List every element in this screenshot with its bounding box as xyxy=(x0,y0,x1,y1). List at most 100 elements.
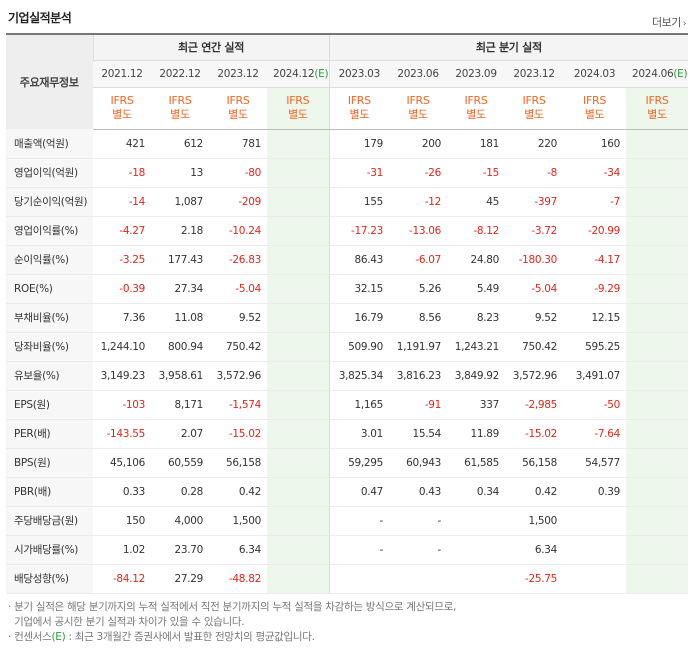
chevron-right-icon[interactable]: › xyxy=(682,19,687,29)
table-cell: 3,825.34 xyxy=(328,361,390,390)
table-cell: 15.54 xyxy=(412,427,442,440)
period-header: 2023.12 xyxy=(505,60,564,88)
table-cell xyxy=(563,535,626,564)
period-header: 2023.03 xyxy=(328,60,390,88)
table-cell: 0.43 xyxy=(418,485,442,498)
quarter-group-header: 최근 분기 실적 xyxy=(328,33,689,61)
table-cell xyxy=(267,303,330,332)
table-cell: -4.17 xyxy=(594,253,621,266)
table-cell: 12.15 xyxy=(591,311,621,324)
more-link[interactable]: 더보기 › xyxy=(652,14,687,30)
table-cell: 8.23 xyxy=(476,311,500,324)
table-cell: 3,816.23 xyxy=(396,369,442,382)
table-cell: -12 xyxy=(424,195,442,208)
table-cell xyxy=(267,216,330,245)
table-cell: 2.07 xyxy=(180,427,203,440)
table-cell: -103 xyxy=(122,398,145,411)
table-cell: 16.79 xyxy=(328,303,390,332)
table-row: 부채비율(%) 7.36 11.08 9.52 16.79 8.56 8.23 9.52 12.… xyxy=(6,303,689,332)
table-cell xyxy=(626,361,689,390)
table-cell: -31 xyxy=(328,158,390,187)
ifrs-label: IFRS 별도 xyxy=(505,87,564,130)
table-cell xyxy=(267,158,330,187)
table-cell: 54,577 xyxy=(585,456,621,469)
table-row: 당좌비율(%) 1,244.10 800.94 750.42 509.90 1,191.9… xyxy=(6,332,689,361)
table-cell: 160 xyxy=(600,137,621,150)
table-cell xyxy=(267,129,330,158)
table-cell: 6.34 xyxy=(238,543,261,556)
table-cell: -5.04 xyxy=(235,282,261,295)
section-title: 기업실적분석 xyxy=(8,11,72,25)
table-cell: 1,165 xyxy=(328,390,390,419)
table-cell xyxy=(267,390,330,419)
table-cell: -6.07 xyxy=(415,253,442,266)
more-label[interactable]: 더보기 xyxy=(652,16,681,29)
period-header: 2023.09 xyxy=(447,60,506,88)
table-cell: 421 xyxy=(125,137,145,150)
table-cell: 11.08 xyxy=(174,311,203,324)
footnote-1: · 분기 실적은 해당 분기까지의 누적 실적에서 직전 분기까지의 누적 실적… xyxy=(8,601,457,613)
table-cell: -3.72 xyxy=(531,224,558,237)
table-cell xyxy=(626,303,689,332)
table-cell: -2,985 xyxy=(524,398,558,411)
row-label: 부채비율(%) xyxy=(6,303,93,332)
table-cell: 781 xyxy=(241,137,261,150)
table-cell: 61,585 xyxy=(464,456,500,469)
table-cell: -20.99 xyxy=(587,224,621,237)
table-cell: 337 xyxy=(479,398,500,411)
table-cell: 150 xyxy=(125,514,145,527)
table-cell: -8 xyxy=(547,166,558,179)
table-row: 순이익률(%) -3.25 177.43 -26.83 86.43 -6.07 24.80 -… xyxy=(6,245,689,274)
table-cell: 1,191.97 xyxy=(396,340,442,353)
table-cell: 9.52 xyxy=(534,311,558,324)
table-cell: 0.42 xyxy=(534,485,558,498)
table-cell xyxy=(267,564,330,593)
ifrs-label: IFRS 별도 xyxy=(563,87,627,130)
row-label: 영업이익(억원) xyxy=(6,158,93,187)
table-cell: -18 xyxy=(128,166,146,179)
table-cell: -15 xyxy=(482,166,500,179)
table-cell: 509.90 xyxy=(328,332,390,361)
table-row: 매출액(억원) 421 612 781 179 200 181 220 160 xyxy=(6,129,689,158)
table-cell: - xyxy=(437,543,442,556)
table-cell xyxy=(626,535,689,564)
table-cell: 24.80 xyxy=(470,253,500,266)
table-cell: 1,243.21 xyxy=(454,340,500,353)
row-label: 매출액(억원) xyxy=(6,129,93,158)
table-cell: 9.52 xyxy=(238,311,261,324)
table-cell: 7.36 xyxy=(122,311,145,324)
table-cell xyxy=(626,419,689,448)
table-cell xyxy=(267,448,330,477)
table-cell xyxy=(626,245,689,274)
table-cell: 86.43 xyxy=(328,245,390,274)
row-label: 주당배당금(원) xyxy=(6,506,93,535)
table-cell: 60,943 xyxy=(406,456,442,469)
table-cell: - xyxy=(328,535,390,564)
table-cell: 56,158 xyxy=(522,456,558,469)
table-cell: 60,559 xyxy=(168,456,203,469)
table-cell xyxy=(626,187,689,216)
table-cell: 6.34 xyxy=(534,543,558,556)
period-header: 2021.12 xyxy=(93,60,151,88)
row-label: PER(배) xyxy=(6,419,93,448)
table-cell: 3,491.07 xyxy=(575,369,621,382)
ifrs-label: IFRS 별도 xyxy=(328,87,390,130)
table-cell: -17.23 xyxy=(328,216,390,245)
table-cell: 5.49 xyxy=(476,282,500,295)
table-cell xyxy=(563,564,626,593)
table-cell xyxy=(267,361,330,390)
annual-group-header: 최근 연간 실적 xyxy=(92,33,330,61)
table-cell xyxy=(626,274,689,303)
row-label: 순이익률(%) xyxy=(6,245,93,274)
table-row: PBR(배) 0.33 0.28 0.42 0.47 0.43 0.34 0.42 0.39 xyxy=(6,477,689,506)
table-cell: 612 xyxy=(183,137,203,150)
footnote-3-estimate: (E) xyxy=(51,631,66,643)
ifrs-label: IFRS 별도 xyxy=(447,87,506,130)
table-cell: -25.75 xyxy=(524,572,558,585)
footnotes: · 분기 실적은 해당 분기까지의 누적 실적에서 직전 분기까지의 누적 실적… xyxy=(8,600,456,645)
ifrs-label: IFRS 별도 xyxy=(626,87,689,130)
table-cell xyxy=(626,158,689,187)
table-cell: 1,087 xyxy=(174,195,203,208)
ifrs-label: IFRS 별도 xyxy=(151,87,209,130)
